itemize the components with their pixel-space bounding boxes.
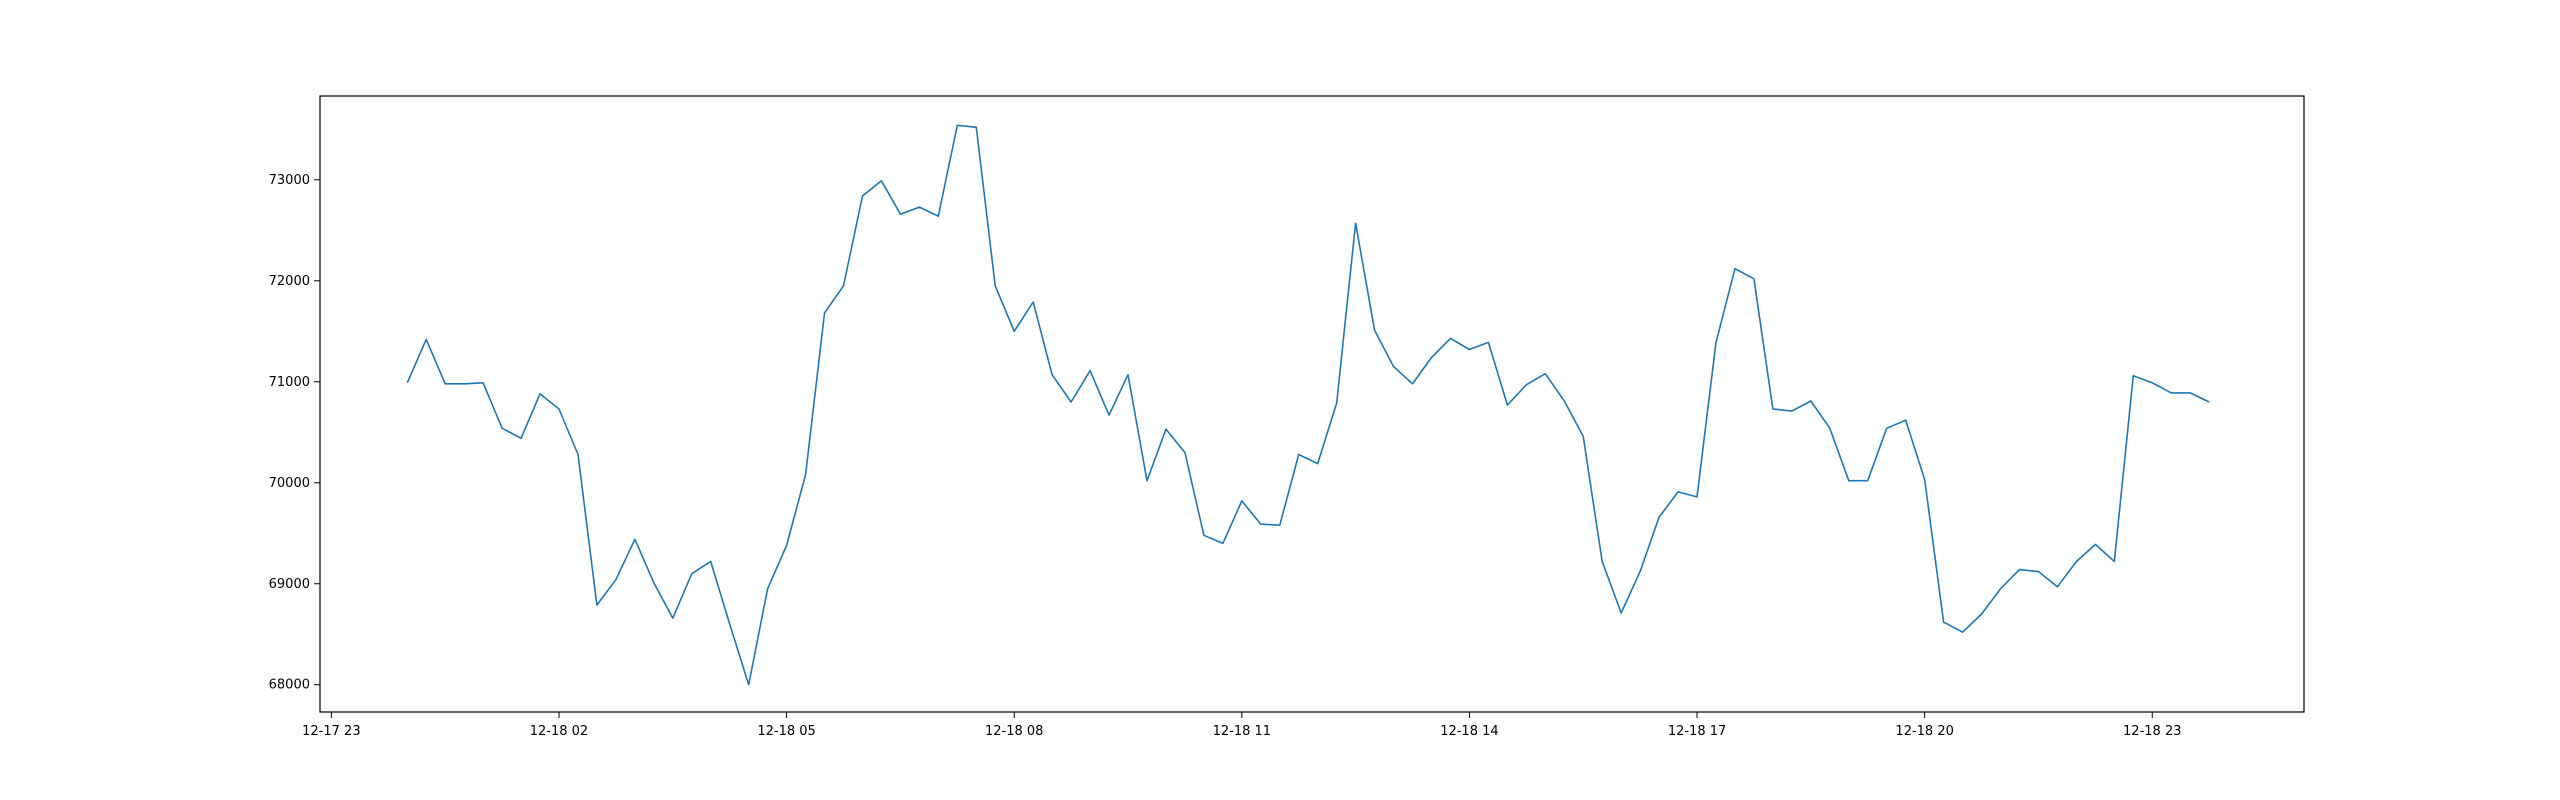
x-tick-label: 12-18 20 <box>1895 724 1953 739</box>
x-tick-label: 12-17 23 <box>302 724 360 739</box>
x-tick-label: 12-18 02 <box>530 724 588 739</box>
x-axis: 12-17 23 12-18 02 12-18 05 12-18 08 12-18 11… <box>302 712 2181 739</box>
x-tick-label: 12-18 05 <box>757 724 815 739</box>
y-tick-label: 73000 <box>269 173 310 188</box>
y-axis: 68000 69000 70000 71000 72000 73000 <box>269 173 320 693</box>
y-tick-label: 72000 <box>269 274 310 289</box>
series-layer <box>406 124 2210 686</box>
plot-frame <box>319 95 2305 713</box>
x-tick-label: 12-18 17 <box>1668 724 1726 739</box>
x-tick-label: 12-18 14 <box>1440 724 1498 739</box>
y-tick-label: 71000 <box>269 375 310 390</box>
y-tick-label: 70000 <box>269 476 310 491</box>
x-tick-label: 12-18 23 <box>2123 724 2181 739</box>
series-line <box>406 124 2210 686</box>
y-tick-label: 69000 <box>269 577 310 592</box>
x-tick-label: 12-18 08 <box>985 724 1043 739</box>
y-tick-label: 68000 <box>269 678 310 693</box>
x-tick-label: 12-18 11 <box>1213 724 1271 739</box>
